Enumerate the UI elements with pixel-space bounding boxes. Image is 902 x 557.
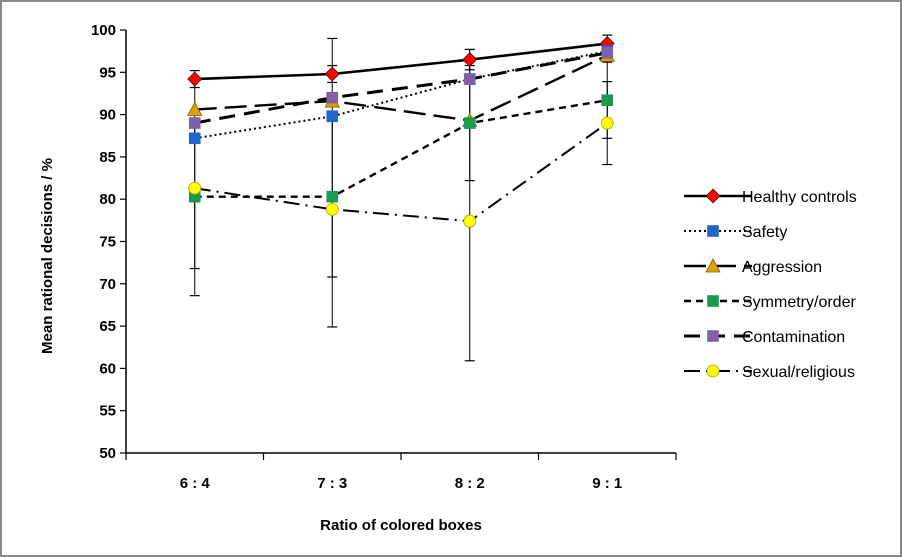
series-markers: [187, 36, 615, 228]
data-point-sexual-religious: [600, 116, 614, 130]
series-line-symmetry-order: [194, 99, 608, 198]
legend-marker-contamination: [707, 330, 719, 342]
series-line-aggression: [194, 54, 608, 122]
legend-marker-safety: [707, 225, 719, 237]
data-point-contamination: [326, 91, 339, 104]
legend-label-aggression: Aggression: [742, 259, 822, 276]
x-tick-label: 9 : 1: [592, 475, 622, 492]
axes: 50 55 60 65 70 75 80 85 90 95 100 6 : 4 7 : 3 8 : 2 9 …: [91, 22, 677, 492]
data-point-contamination: [188, 117, 201, 129]
data-point-healthy-controls: [187, 71, 203, 87]
x-tick-label: 6 : 4: [180, 475, 211, 492]
legend-label-healthy-controls: Healthy controls: [742, 189, 857, 206]
series-line-contamination: [194, 51, 608, 125]
y-tick-label: 65: [99, 318, 116, 335]
y-tick-label: 90: [99, 107, 116, 124]
x-tick-label: 7 : 3: [317, 475, 347, 492]
data-point-symmetry-order: [601, 94, 614, 107]
series-line-healthy-controls: [194, 42, 608, 81]
y-tick-label: 75: [99, 234, 116, 251]
data-point-symmetry-order: [326, 190, 339, 203]
y-tick-label: 70: [99, 276, 116, 293]
x-axis-title: Ratio of colored boxes: [320, 517, 482, 534]
series-line-sexual-religious: [194, 122, 608, 223]
data-point-contamination: [463, 73, 476, 85]
y-tick-label: 100: [91, 22, 116, 39]
x-tick-label: 8 : 2: [455, 475, 485, 492]
y-tick-label: 55: [99, 403, 116, 420]
legend-marker-healthy-controls: [705, 188, 721, 204]
legend-marker-sexual-religious: [706, 364, 720, 378]
data-point-sexual-religious: [463, 214, 477, 228]
legend-label-symmetry-order: Symmetry/order: [742, 294, 856, 311]
series-lines: [194, 42, 608, 223]
series-line-safety: [194, 50, 608, 140]
data-point-safety: [188, 132, 201, 145]
data-point-aggression: [187, 101, 203, 116]
data-point-contamination: [601, 47, 614, 59]
legend-label-sexual-religious: Sexual/religious: [742, 364, 855, 381]
y-axis-title: Mean rational decisions / %: [39, 158, 56, 354]
data-point-sexual-religious: [325, 202, 339, 216]
y-tick-label: 85: [99, 149, 116, 166]
y-tick-label: 95: [99, 64, 116, 81]
legend: Healthy controls Safety Aggression Symmetry…: [684, 188, 857, 381]
legend-label-contamination: Contamination: [742, 329, 845, 346]
data-point-healthy-controls: [324, 66, 340, 82]
data-point-safety: [326, 110, 339, 123]
data-point-sexual-religious: [188, 181, 202, 195]
y-tick-label: 50: [99, 445, 116, 462]
legend-marker-symmetry-order: [707, 295, 719, 307]
legend-label-safety: Safety: [742, 224, 787, 241]
y-tick-label: 80: [99, 191, 116, 208]
data-point-symmetry-order: [463, 117, 476, 129]
y-tick-label: 60: [99, 360, 116, 377]
legend-marker-aggression: [705, 258, 721, 273]
data-point-healthy-controls: [462, 52, 478, 68]
